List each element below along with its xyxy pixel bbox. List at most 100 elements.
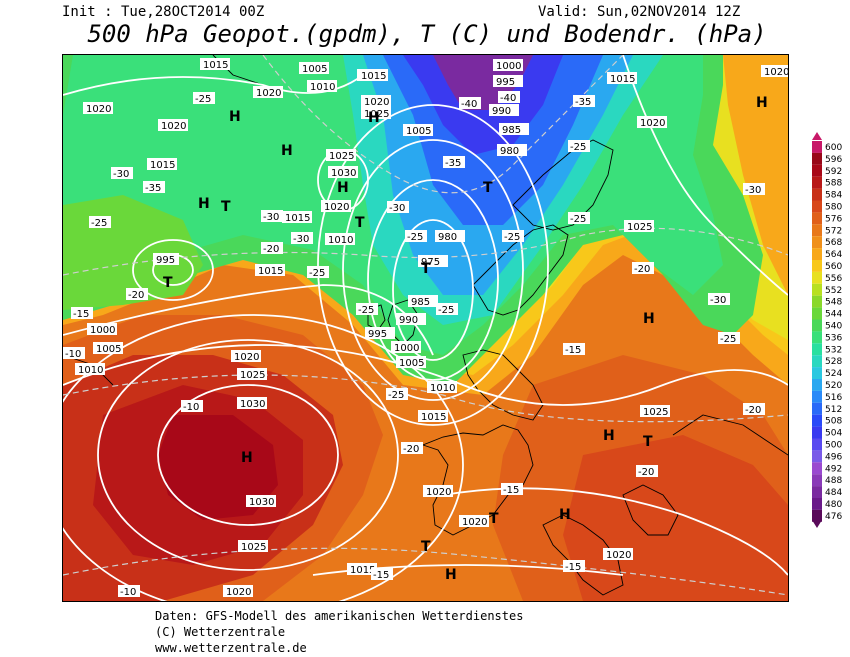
pressure-centres: H H H H H H H H H H H T T T T T T T T: [163, 95, 768, 583]
pressure-label: 1020: [764, 67, 788, 78]
legend-label: 564: [825, 250, 842, 260]
temperature-label: -30: [263, 212, 279, 223]
high-symbol: H: [603, 428, 615, 444]
pressure-label: 980: [438, 232, 457, 243]
temperature-label: -25: [570, 214, 586, 225]
temperature-labels: -25 -30 -35 -25 -30 -30 -20 -25 -20 -15 …: [63, 91, 765, 598]
temperature-label: -35: [145, 183, 161, 194]
colour-legend: 600 596 592 588 584 580 576 572 568 564 560 556 552 5…: [812, 132, 848, 532]
legend-swatch: [812, 343, 822, 356]
legend-label: 476: [825, 512, 842, 522]
pressure-label: 1020: [364, 97, 389, 108]
pressure-label: 1025: [329, 151, 354, 162]
pressure-label: 1015: [421, 412, 446, 423]
low-symbol: T: [489, 511, 499, 527]
pressure-label: 1030: [249, 497, 274, 508]
temperature-label: -20: [128, 290, 144, 301]
legend-swatch: [812, 367, 822, 379]
pressure-label: 1000: [394, 343, 419, 354]
legend-label: 512: [825, 405, 842, 415]
temperature-label: -10: [65, 349, 81, 360]
legend-swatch: [812, 260, 822, 272]
legend-label: 572: [825, 226, 842, 236]
temperature-label: -20: [403, 444, 419, 455]
pressure-label: 1030: [240, 399, 265, 410]
high-symbol: H: [643, 311, 655, 327]
legend-swatch: [812, 248, 822, 260]
pressure-label: 1005: [399, 358, 424, 369]
credit-website[interactable]: www.wetterzentrale.de: [155, 641, 307, 655]
credit-copyright: (C) Wetterzentrale: [155, 625, 286, 639]
high-symbol: H: [337, 180, 349, 196]
low-symbol: T: [163, 275, 173, 291]
legend-label: 532: [825, 345, 842, 355]
init-time: Init : Tue,28OCT2014 00Z: [62, 4, 265, 20]
pressure-label: 1015: [285, 213, 310, 224]
legend-swatch: [812, 164, 822, 177]
legend-label: 600: [825, 143, 842, 153]
legend-label: 528: [825, 357, 842, 367]
legend-swatch: [812, 200, 822, 213]
field-band-592: [158, 415, 278, 520]
legend-label: 524: [825, 369, 842, 379]
pressure-label: 1020: [640, 118, 665, 129]
pressure-label: 985: [411, 297, 430, 308]
pressure-label: 980: [500, 146, 519, 157]
legend-label: 596: [825, 155, 842, 165]
pressure-label: 1010: [310, 82, 335, 93]
legend-swatch: [812, 379, 822, 391]
legend-label: 552: [825, 286, 842, 296]
legend-swatch: [812, 390, 822, 403]
legend-swatch: [812, 141, 822, 153]
low-symbol: T: [421, 261, 431, 277]
legend-label: 480: [825, 500, 842, 510]
temperature-label: -30: [710, 295, 726, 306]
pressure-label: 1020: [426, 487, 451, 498]
pressure-label: 1015: [203, 60, 228, 71]
legend-swatch: [812, 450, 822, 463]
high-symbol: H: [368, 110, 380, 126]
temperature-label: -25: [358, 305, 374, 316]
high-symbol: H: [559, 507, 571, 523]
legend-swatch: [812, 188, 822, 201]
legend-label: 496: [825, 452, 842, 462]
legend-swatch: [812, 462, 822, 475]
temperature-label: -20: [634, 264, 650, 275]
temperature-label: -15: [503, 485, 519, 496]
temperature-label: -25: [504, 232, 520, 243]
legend-swatch: [812, 224, 822, 237]
temperature-label: -30: [293, 234, 309, 245]
pressure-label: 1030: [331, 168, 356, 179]
legend-swatch: [812, 474, 822, 487]
map-canvas: 1015 1005 1010 1015 1020 1020 1020 1015 …: [63, 55, 788, 601]
temperature-label: -25: [195, 94, 211, 105]
temperature-label: -25: [438, 305, 454, 316]
legend-label: 508: [825, 417, 842, 427]
legend-label: 584: [825, 191, 842, 201]
pressure-label: 1015: [150, 160, 175, 171]
legend-label: 576: [825, 214, 842, 224]
legend-swatch: [812, 509, 822, 522]
legend-label: 544: [825, 310, 842, 320]
low-symbol: T: [221, 199, 231, 215]
high-symbol: H: [198, 196, 210, 212]
temperature-label: -15: [565, 345, 581, 356]
legend-label: 568: [825, 238, 842, 248]
legend-swatch: [812, 402, 822, 415]
temperature-label: -30: [113, 169, 129, 180]
temperature-label: -10: [183, 402, 199, 413]
high-symbol: H: [445, 567, 457, 583]
high-symbol: H: [281, 143, 293, 159]
pressure-labels: 1015 1005 1010 1015 1020 1020 1020 1015 …: [75, 58, 788, 598]
temperature-label: -15: [565, 562, 581, 573]
legend-swatch: [812, 426, 822, 439]
legend-swatch: [812, 283, 822, 296]
pressure-label: 1010: [78, 365, 103, 376]
pressure-label: 1020: [226, 587, 251, 598]
temperature-label: -30: [389, 203, 405, 214]
weather-map: 1015 1005 1010 1015 1020 1020 1020 1015 …: [62, 54, 789, 602]
pressure-label: 1020: [324, 202, 349, 213]
field-band-564-ne: [723, 55, 788, 295]
pressure-label: 1025: [643, 407, 668, 418]
